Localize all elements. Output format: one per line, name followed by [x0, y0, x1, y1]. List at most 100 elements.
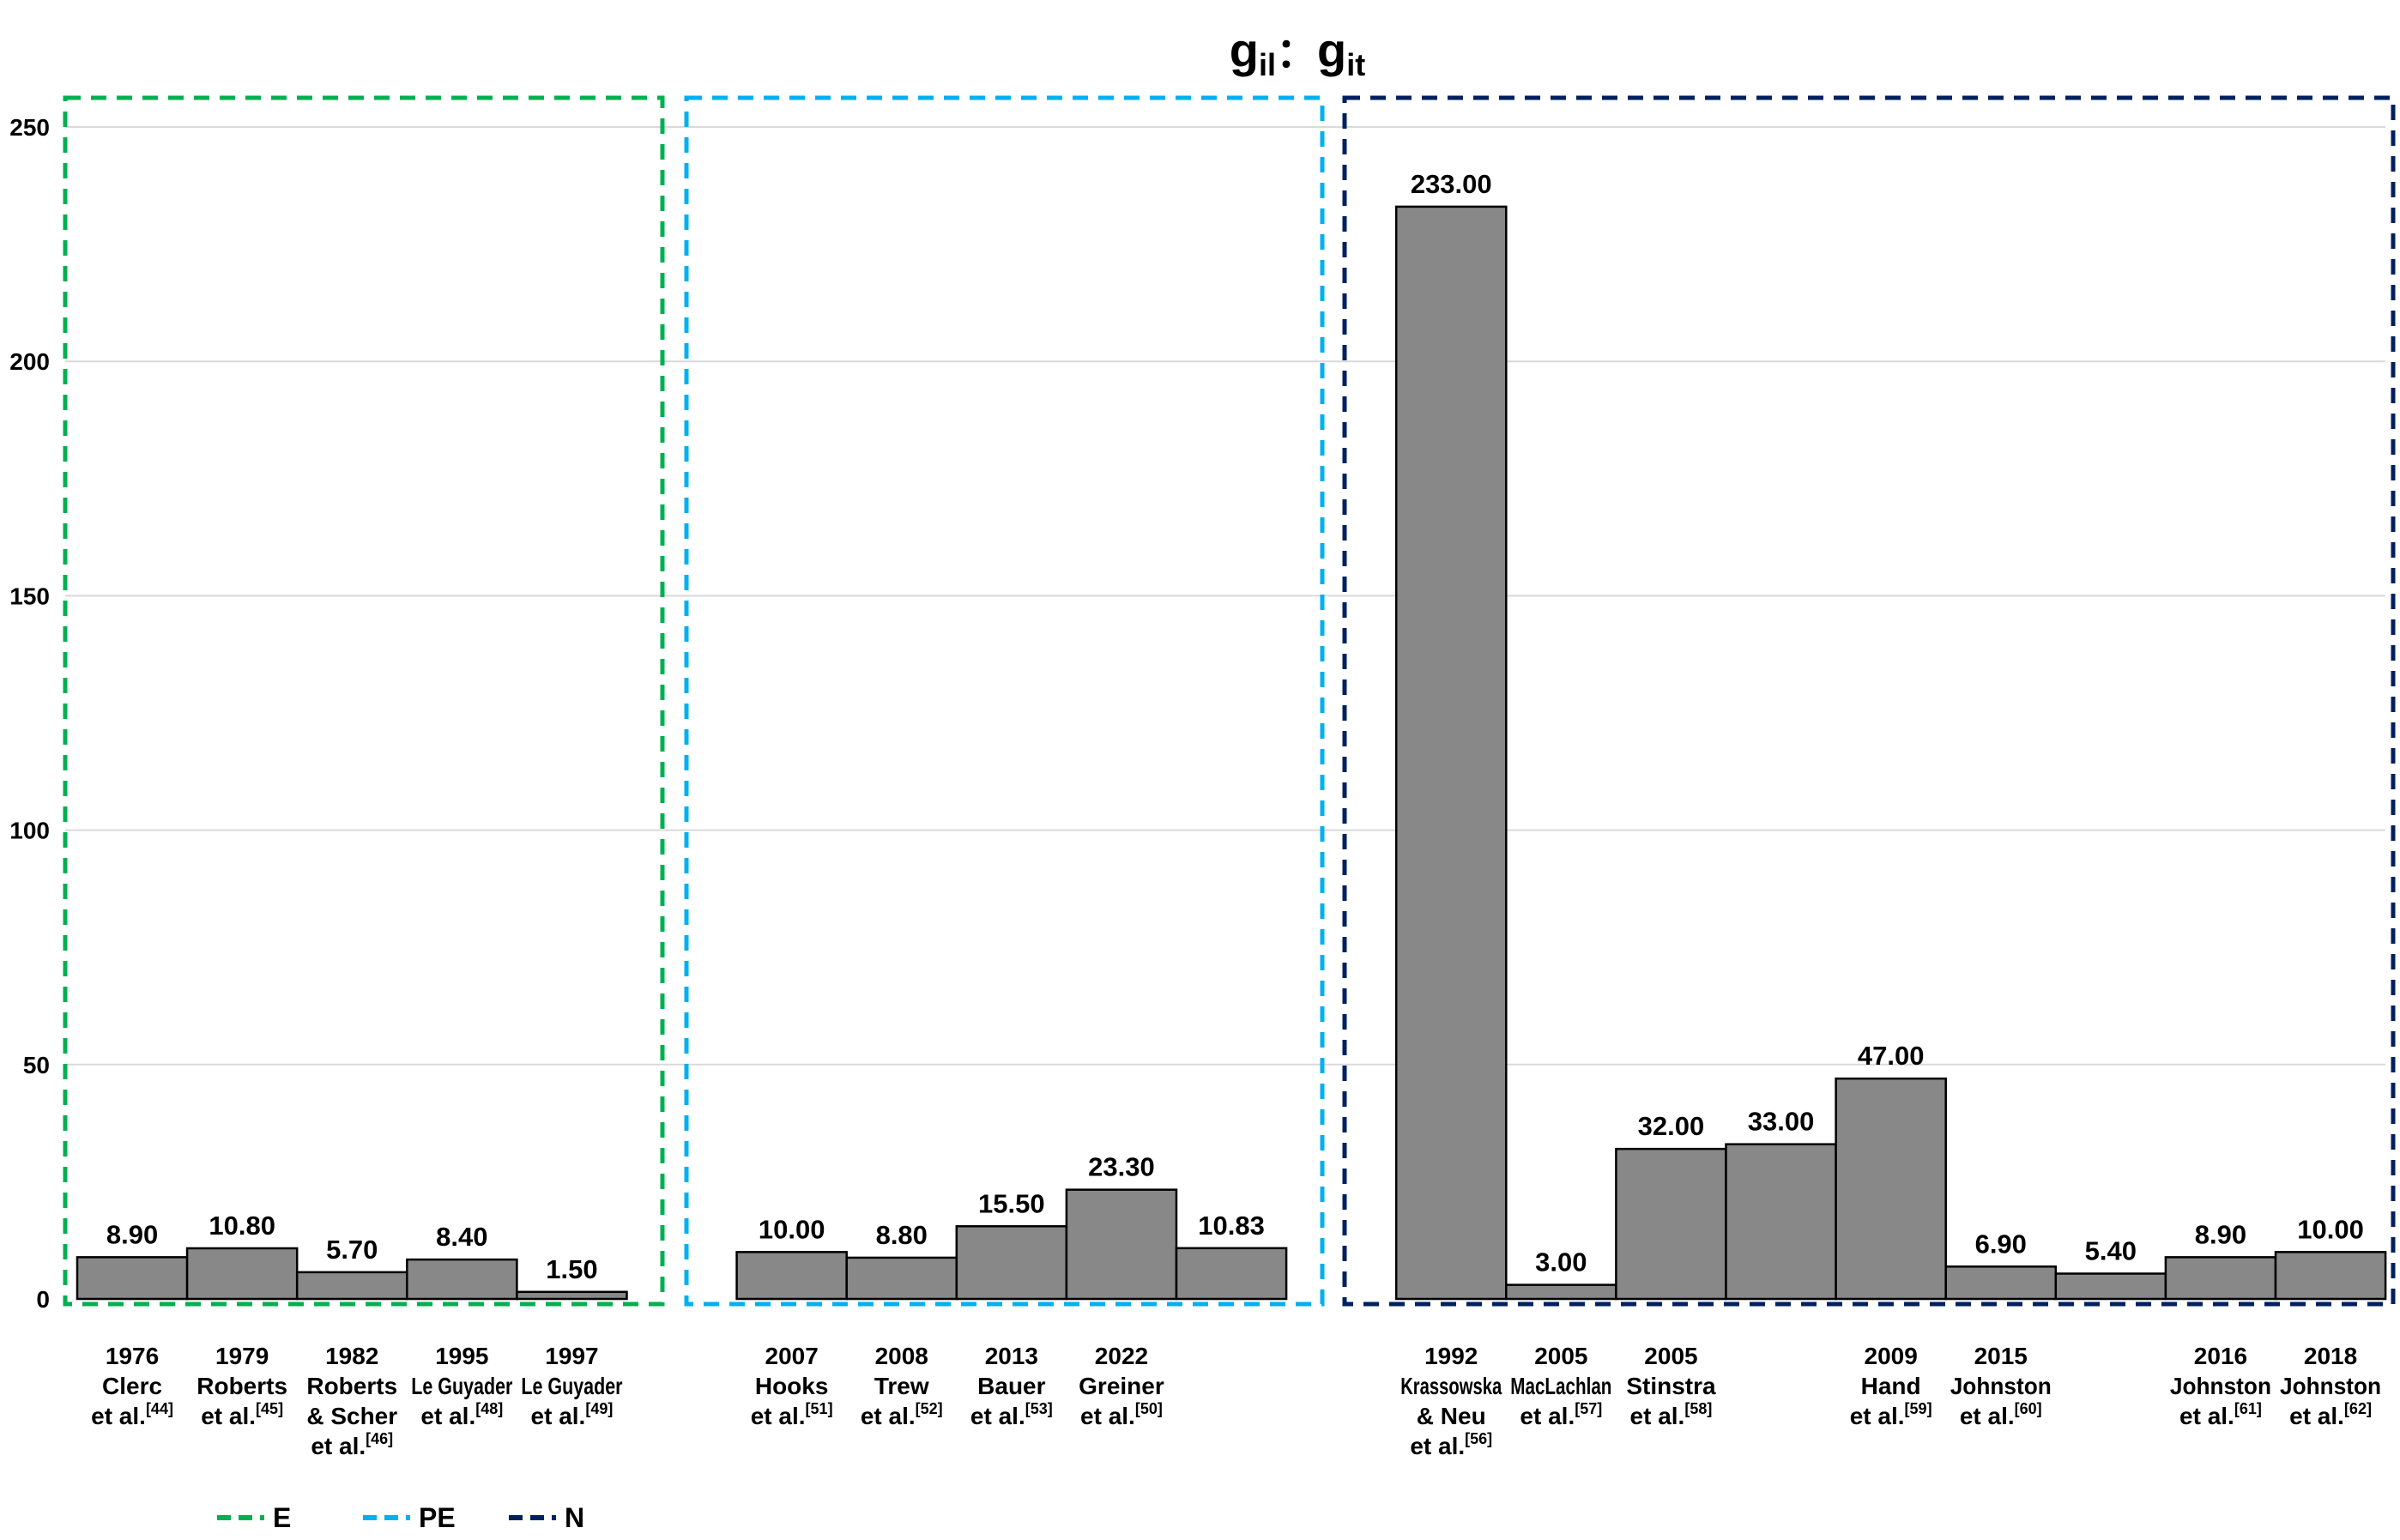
legend-label: PE — [419, 1502, 456, 1533]
data-label: 6.90 — [1975, 1229, 2027, 1259]
x-tick-label: 1979 — [215, 1343, 269, 1369]
x-tick-label: Hooks — [755, 1373, 829, 1399]
x-tick-label: et al.[61] — [2179, 1400, 2262, 1429]
x-tick-label: et al.[44] — [91, 1400, 173, 1429]
bar — [1725, 1143, 1837, 1301]
bar — [185, 1247, 299, 1301]
legend-label: N — [565, 1502, 584, 1533]
x-tick-label: Greiner — [1079, 1373, 1164, 1399]
x-tick-label: Clerc — [102, 1373, 162, 1399]
x-tick-label: MacLachlan — [1510, 1373, 1611, 1399]
y-tick-label: 0 — [36, 1286, 50, 1313]
bar — [295, 1271, 408, 1301]
x-tick-label: 2016 — [2194, 1343, 2247, 1369]
bar — [76, 1256, 189, 1301]
x-tick-label: 2005 — [1534, 1343, 1587, 1369]
data-label: 10.83 — [1198, 1211, 1265, 1241]
bar — [955, 1225, 1068, 1301]
x-tick-label: et al.[51] — [751, 1400, 833, 1429]
x-tick-label: et al.[58] — [1630, 1400, 1713, 1429]
x-tick-label: Roberts — [306, 1373, 397, 1399]
data-label: 8.80 — [876, 1220, 928, 1250]
bar — [2274, 1251, 2387, 1301]
data-label: 3.00 — [1535, 1247, 1587, 1277]
bar — [1615, 1147, 1727, 1301]
bar — [735, 1251, 848, 1301]
x-tick-label: et al.[46] — [311, 1430, 393, 1459]
x-tick-label: 1992 — [1424, 1343, 1478, 1369]
data-label: 5.70 — [326, 1235, 378, 1265]
data-label: 8.90 — [2195, 1219, 2246, 1249]
x-tick-label: 2018 — [2304, 1343, 2357, 1369]
data-label: 8.40 — [436, 1222, 487, 1252]
bar — [845, 1256, 958, 1301]
x-tick-label: et al.[52] — [861, 1400, 943, 1429]
x-tick-label: Bauer — [977, 1373, 1045, 1399]
bar — [2054, 1272, 2167, 1301]
data-label: 15.50 — [978, 1188, 1045, 1218]
bar — [2164, 1256, 2277, 1301]
data-label: 10.00 — [2297, 1214, 2364, 1244]
x-tick-label: et al.[48] — [420, 1400, 503, 1429]
x-tick-label: & Scher — [306, 1403, 397, 1429]
x-tick-label: Trew — [874, 1373, 929, 1399]
x-tick-label: et al.[60] — [1960, 1400, 2042, 1429]
x-tick-label: 2015 — [1974, 1343, 2028, 1369]
group-box-N — [1342, 95, 2396, 1307]
chart-title: gil：git — [1230, 23, 1365, 82]
y-tick-label: 150 — [9, 583, 50, 609]
bar — [1505, 1283, 1617, 1301]
x-tick-label: et al.[56] — [1410, 1430, 1492, 1459]
bar — [1835, 1077, 1947, 1301]
y-tick-label: 50 — [23, 1052, 50, 1078]
x-tick-label: Roberts — [196, 1373, 287, 1399]
data-label: 233.00 — [1411, 169, 1492, 199]
x-tick-label: 2013 — [985, 1343, 1038, 1369]
x-tick-label: 1976 — [106, 1343, 159, 1369]
data-label: 8.90 — [106, 1219, 158, 1249]
data-label: 23.30 — [1088, 1152, 1155, 1182]
x-tick-label: 2005 — [1644, 1343, 1697, 1369]
x-tick-label: et al.[45] — [201, 1400, 283, 1429]
x-tick-label: Hand — [1861, 1373, 1921, 1399]
y-tick-label: 200 — [9, 348, 50, 375]
x-tick-label: & Neu — [1417, 1403, 1486, 1429]
y-tick-label: 100 — [9, 818, 50, 844]
legend-label: E — [273, 1502, 291, 1533]
y-tick-label: 250 — [9, 114, 50, 141]
bar — [1175, 1247, 1288, 1301]
x-tick-label: Stinstra — [1626, 1373, 1716, 1399]
bar — [516, 1290, 628, 1301]
data-label: 47.00 — [1858, 1041, 1925, 1071]
x-tick-label: Krassowska — [1400, 1373, 1502, 1399]
x-tick-label: Le Guyader — [521, 1373, 622, 1399]
data-label: 5.40 — [2085, 1235, 2137, 1265]
x-tick-label: et al.[62] — [2289, 1400, 2372, 1429]
x-tick-label: 2009 — [1865, 1343, 1918, 1369]
bar — [1065, 1188, 1178, 1301]
x-tick-label: 2008 — [875, 1343, 928, 1369]
x-tick-label: 2007 — [765, 1343, 819, 1369]
x-tick-label: 1997 — [545, 1343, 598, 1369]
data-label: 1.50 — [546, 1254, 597, 1284]
x-tick-label: 1982 — [325, 1343, 378, 1369]
x-tick-label: 1995 — [435, 1343, 488, 1369]
x-tick-label: Johnston — [2280, 1373, 2381, 1399]
group-box-E — [63, 95, 665, 1307]
x-tick-label: Le Guyader — [411, 1373, 512, 1399]
x-tick-label: Johnston — [1950, 1373, 2052, 1399]
x-tick-label: et al.[53] — [970, 1400, 1053, 1429]
x-tick-label: et al.[59] — [1850, 1400, 1932, 1429]
bar — [1394, 205, 1508, 1301]
x-tick-label: 2022 — [1095, 1343, 1148, 1369]
group-box-PE — [684, 95, 1325, 1307]
data-label: 33.00 — [1748, 1107, 1815, 1137]
bar — [1944, 1265, 2058, 1301]
x-tick-label: et al.[50] — [1080, 1400, 1163, 1429]
data-label: 32.00 — [1638, 1111, 1705, 1141]
x-tick-label: Johnston — [2170, 1373, 2271, 1399]
data-label: 10.80 — [209, 1211, 275, 1241]
x-tick-label: et al.[49] — [531, 1400, 614, 1429]
x-tick-label: et al.[57] — [1520, 1400, 1602, 1429]
